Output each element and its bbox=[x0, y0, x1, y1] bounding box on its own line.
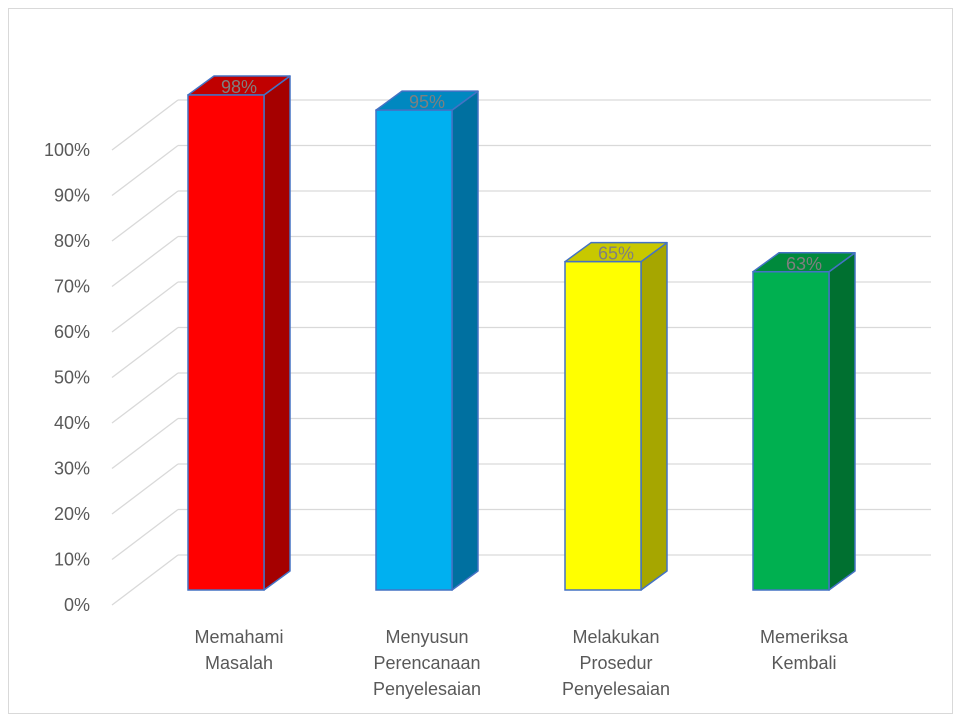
wall-gridline bbox=[111, 144, 179, 197]
category-label: Menyusun bbox=[385, 627, 468, 647]
category-label: Perencanaan bbox=[373, 653, 480, 673]
category-label: Memahami bbox=[194, 627, 283, 647]
bar-side bbox=[263, 75, 291, 591]
wall-gridline bbox=[111, 99, 179, 151]
y-tick-label: 0% bbox=[64, 595, 90, 615]
y-tick-label: 90% bbox=[54, 186, 90, 206]
category-label: Memeriksa bbox=[760, 627, 849, 647]
bar-side bbox=[451, 90, 479, 591]
bars bbox=[187, 75, 856, 591]
x-axis-categories: Memahami Masalah Menyusun Perencanaan Penyel… bbox=[194, 627, 849, 699]
data-labels: 98% 95% 65% 63% bbox=[221, 77, 822, 274]
category-label: Penyelesaian bbox=[373, 679, 481, 699]
bar bbox=[187, 94, 265, 591]
wall-gridline bbox=[111, 508, 179, 561]
bar-side bbox=[640, 241, 668, 591]
wall-gridline bbox=[111, 190, 179, 242]
y-tick-label: 40% bbox=[54, 413, 90, 433]
wall-gridline bbox=[111, 326, 179, 379]
wall-gridline bbox=[111, 554, 179, 606]
bar bbox=[564, 260, 642, 591]
y-tick-label: 100% bbox=[44, 140, 90, 160]
category-label: Masalah bbox=[205, 653, 273, 673]
bar-side bbox=[828, 252, 856, 591]
data-label: 95% bbox=[409, 92, 445, 112]
data-label: 98% bbox=[221, 77, 257, 97]
wall-gridline bbox=[111, 417, 179, 470]
y-tick-label: 60% bbox=[54, 322, 90, 342]
category-label: Prosedur bbox=[579, 653, 652, 673]
y-tick-label: 30% bbox=[54, 459, 90, 479]
category-label: Kembali bbox=[771, 653, 836, 673]
y-tick-label: 70% bbox=[54, 277, 90, 297]
bar bbox=[752, 271, 830, 591]
data-label: 65% bbox=[598, 244, 634, 264]
bar bbox=[375, 109, 453, 591]
y-axis-ticks: 0% 10% 20% 30% 40% 50% 60% 70% 80% 90% 100% bbox=[44, 140, 90, 615]
wall-gridline bbox=[111, 235, 179, 288]
wall-gridline bbox=[111, 281, 179, 333]
y-tick-label: 80% bbox=[54, 231, 90, 251]
y-tick-label: 50% bbox=[54, 368, 90, 388]
data-label: 63% bbox=[786, 254, 822, 274]
wall-gridline bbox=[111, 372, 179, 424]
category-label: Penyelesaian bbox=[562, 679, 670, 699]
category-label: Melakukan bbox=[572, 627, 659, 647]
y-tick-label: 10% bbox=[54, 550, 90, 570]
y-tick-label: 20% bbox=[54, 504, 90, 524]
wall-gridline bbox=[111, 463, 179, 515]
